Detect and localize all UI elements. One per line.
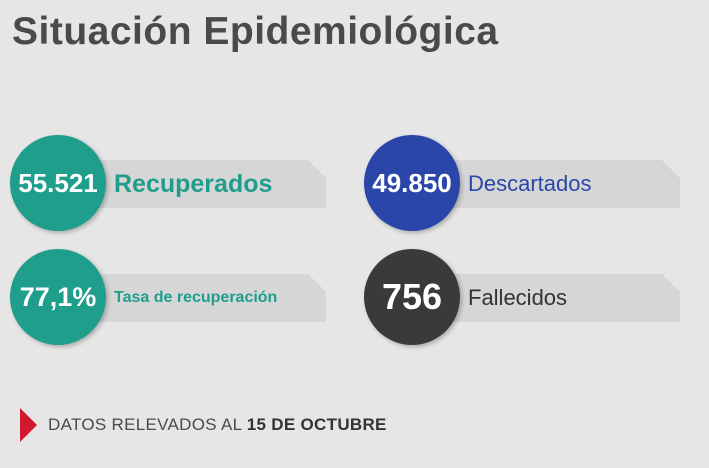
footer-note: DATOS RELEVADOS AL 15 DE OCTUBRE <box>20 408 387 442</box>
stat-value: 55.521 <box>18 167 98 198</box>
stat-value-circle: 77,1% <box>10 249 106 345</box>
stat-value: 77,1% <box>19 281 97 312</box>
stat-bar <box>452 274 680 322</box>
stat-value-circle: 55.521 <box>10 135 106 231</box>
stat-value: 49.850 <box>372 167 452 198</box>
stat-bar <box>98 160 326 208</box>
stat-value: 756 <box>381 276 443 317</box>
stat-label: Fallecidos <box>468 285 568 310</box>
footer-text: DATOS RELEVADOS AL 15 DE OCTUBRE <box>48 415 387 435</box>
stat-label: Tasa de recuperación <box>114 289 278 306</box>
stat-label: Descartados <box>468 171 592 196</box>
triangle-marker-icon <box>20 408 37 442</box>
stat-value-circle: 49.850 <box>364 135 460 231</box>
stat-bar <box>452 160 680 208</box>
stat-tasa-recuperacion: 77,1% Tasa de recuperación <box>10 249 326 345</box>
footer-date: 15 DE OCTUBRE <box>246 415 387 434</box>
stat-value-circle: 756 <box>364 249 460 345</box>
page-title: Situación Epidemiológica <box>12 10 499 53</box>
stat-fallecidos: 756 Fallecidos <box>364 249 680 345</box>
stat-recuperados: 55.521 Recuperados <box>10 135 326 231</box>
stat-descartados: 49.850 Descartados <box>364 135 680 231</box>
stat-label: Recuperados <box>114 170 273 198</box>
stat-bar <box>98 274 326 322</box>
footer-prefix: DATOS RELEVADOS AL <box>48 415 247 434</box>
